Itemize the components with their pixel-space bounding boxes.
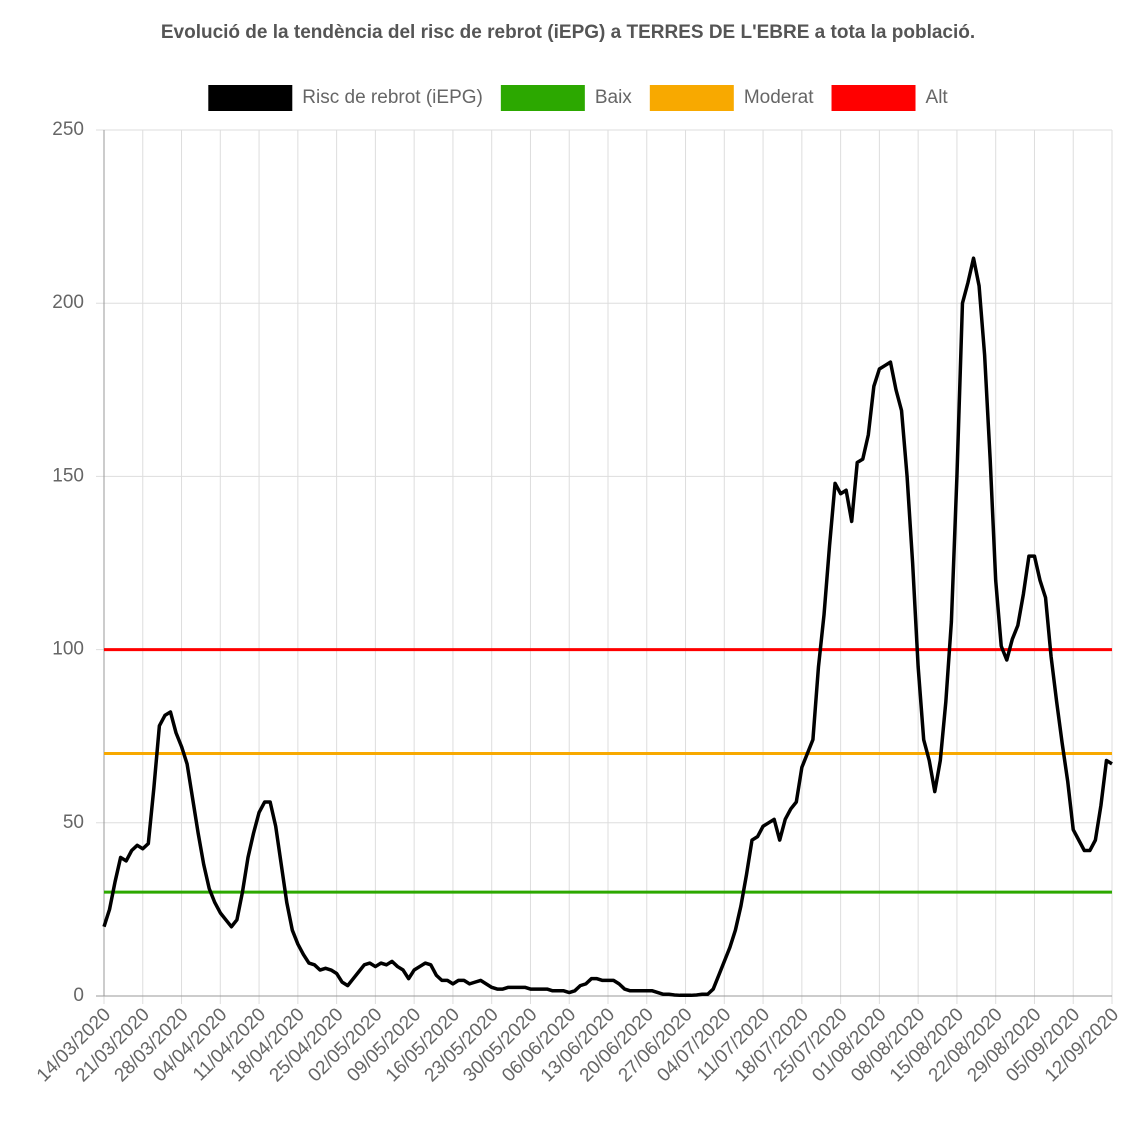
series-line (102, 256, 1113, 998)
legend-label: Baix (595, 87, 632, 108)
legend-label: Risc de rebrot (iEPG) (302, 87, 483, 108)
y-tick-label: 0 (73, 985, 84, 1006)
legend-label: Moderat (744, 87, 814, 108)
chart-title: Evolució de la tendència del risc de reb… (161, 22, 975, 43)
y-tick-label: 50 (63, 812, 84, 833)
y-tick-label: 200 (52, 292, 84, 313)
y-tick-label: 100 (52, 639, 84, 660)
y-tick-label: 250 (52, 119, 84, 140)
legend-swatch (208, 85, 293, 111)
legend-swatch (649, 85, 734, 111)
legend-swatch (831, 85, 916, 111)
y-tick-label: 150 (52, 465, 84, 486)
legend-label: Alt (926, 87, 949, 108)
legend-swatch (500, 85, 585, 111)
